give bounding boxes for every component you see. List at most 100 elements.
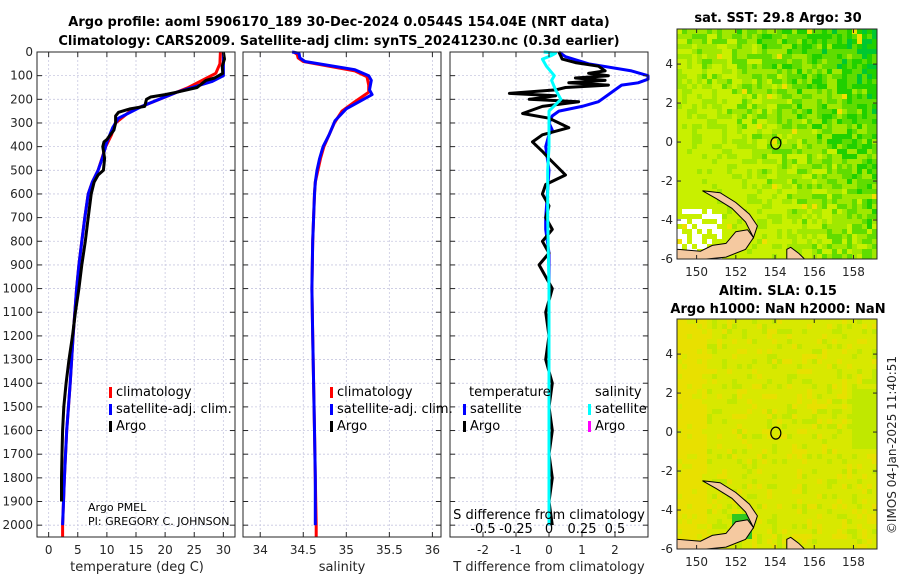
x-tick-label: 25	[187, 543, 202, 557]
legend-swatch	[330, 404, 333, 415]
x-tick-label: 158	[842, 265, 865, 279]
x-tick-label: 154	[764, 265, 787, 279]
x-tick-label: 5	[74, 543, 82, 557]
credit-line2: PI: GREGORY C. JOHNSON	[88, 515, 229, 528]
legend-label: climatology	[116, 385, 192, 400]
y-tick-label: 700	[10, 211, 33, 225]
x-tick-label: 156	[803, 555, 826, 569]
y-tick-label: 1200	[2, 329, 33, 343]
x-tick-label: 15	[128, 543, 143, 557]
sla-map-panel: 150 152 154 156 158 4 2 0 -2 -4 -6	[661, 318, 878, 569]
series-satellite-adj-clim-	[291, 50, 374, 526]
y-tick-label: 1800	[2, 471, 33, 485]
figure-title-line2: Climatology: CARS2009. Satellite-adj cli…	[58, 34, 619, 49]
sst-map-title: sat. SST: 29.8 Argo: 30	[694, 11, 861, 26]
plot-frame	[242, 51, 442, 538]
legend-swatch	[463, 404, 466, 415]
x-tick-label: 20	[157, 543, 172, 557]
x-tick-label: 156	[803, 265, 826, 279]
sla-map-title-line1: Altim. SLA: 0.15	[719, 284, 837, 299]
y-tick-label: 1500	[2, 400, 33, 414]
legend-label: climatology	[337, 385, 413, 400]
series-argo	[60, 51, 226, 502]
series-t-argo	[507, 51, 610, 526]
land-new-ireland	[702, 480, 758, 529]
x-tick-label: 35	[339, 543, 354, 557]
argo-position-marker	[770, 426, 782, 440]
legend-label: satellite	[470, 402, 522, 417]
x-tick-label: 0	[45, 543, 53, 557]
legend-label: satellite	[595, 402, 647, 417]
salinity-xlabel: salinity	[319, 560, 366, 575]
y-tick-label: 500	[10, 163, 33, 177]
temperature-xlabel: temperature (deg C)	[70, 560, 204, 575]
x-tick-label: 154	[764, 555, 787, 569]
x-tick-label: 35.5	[376, 543, 403, 557]
argo-position-marker	[770, 136, 782, 150]
map-frame	[676, 28, 878, 260]
legend-label: satellite-adj. clim.	[337, 402, 453, 417]
y-tick-label: 1600	[2, 424, 33, 438]
x-tick-label: 152	[724, 265, 747, 279]
series-s-satellite	[540, 50, 563, 526]
y-tick-label: 800	[10, 234, 33, 248]
y-tick-label: -2	[661, 174, 673, 188]
legend-label: Argo	[337, 419, 367, 434]
legend-swatch	[330, 387, 333, 398]
y-tick-label: -2	[661, 464, 673, 478]
y-tick-label: 4	[665, 347, 673, 361]
y-tick-label: 1400	[2, 376, 33, 390]
legend-label: Argo	[595, 419, 625, 434]
imos-timestamp: ©IMOS 04-Jan-2025 11:40:51	[885, 356, 899, 534]
y-tick-label: 300	[10, 116, 33, 130]
x-tick-label: 150	[685, 265, 708, 279]
x-tick-label: -1	[510, 543, 522, 557]
y-tick-label: 0	[665, 135, 673, 149]
y-tick-label: -6	[661, 252, 673, 266]
credit-line1: Argo PMEL	[88, 501, 147, 514]
legend-label: Argo	[116, 419, 146, 434]
y-tick-label: 200	[10, 92, 33, 106]
y-tick-label: 1000	[2, 282, 33, 296]
s-tick-label: -0.5	[470, 522, 495, 537]
land-new-britain	[676, 519, 755, 550]
salinity-panel: 34 34.5 35 35.5 36 climatology satellite-adj. …	[242, 50, 453, 557]
x-tick-label: 0	[545, 543, 553, 557]
x-tick-label: 30	[216, 543, 231, 557]
legend-swatch	[109, 387, 112, 398]
land-new-ireland	[702, 190, 758, 239]
y-tick-label: -6	[661, 542, 673, 556]
x-tick-label: 36	[425, 543, 440, 557]
sla-map-title-line2: Argo h1000: NaN h2000: NaN	[670, 302, 885, 317]
figure-title-line1: Argo profile: aoml 5906170_189 30-Dec-20…	[68, 15, 609, 30]
x-tick-label: 152	[724, 555, 747, 569]
legend-swatch	[588, 421, 591, 432]
s-tick-label: 0	[545, 522, 553, 537]
legend-swatch	[330, 421, 333, 432]
legend-swatch	[588, 404, 591, 415]
y-tick-label: 2000	[2, 518, 33, 532]
y-tick-label: 600	[10, 187, 33, 201]
x-tick-label: 34.5	[290, 543, 317, 557]
x-tick-label: 10	[99, 543, 114, 557]
t-difference-xlabel: T difference from climatology	[452, 560, 645, 575]
x-tick-label: 150	[685, 555, 708, 569]
temperature-panel: 0 5 10 15 20 25 300100200300400500600700800900…	[2, 45, 236, 557]
y-tick-label: 2	[665, 386, 673, 400]
y-tick-label: 1300	[2, 353, 33, 367]
series-climatology	[292, 50, 371, 537]
legend-label: satellite-adj. clim.	[116, 402, 232, 417]
sst-map-panel: 150 152 154 156 158 4 2 0 -2 -4 -6	[661, 28, 878, 279]
legend-header-temperature: temperature	[469, 385, 551, 400]
x-tick-label: 34	[253, 543, 268, 557]
map-heatmap-cells	[677, 319, 878, 550]
series-climatology	[61, 51, 222, 537]
land-new-britain	[676, 229, 755, 260]
y-tick-label: -4	[661, 503, 673, 517]
legend-header-salinity: salinity	[595, 385, 642, 400]
y-tick-label: 400	[10, 140, 33, 154]
x-tick-label: 2	[611, 543, 619, 557]
y-tick-label: 1100	[2, 305, 33, 319]
y-tick-label: 1700	[2, 447, 33, 461]
